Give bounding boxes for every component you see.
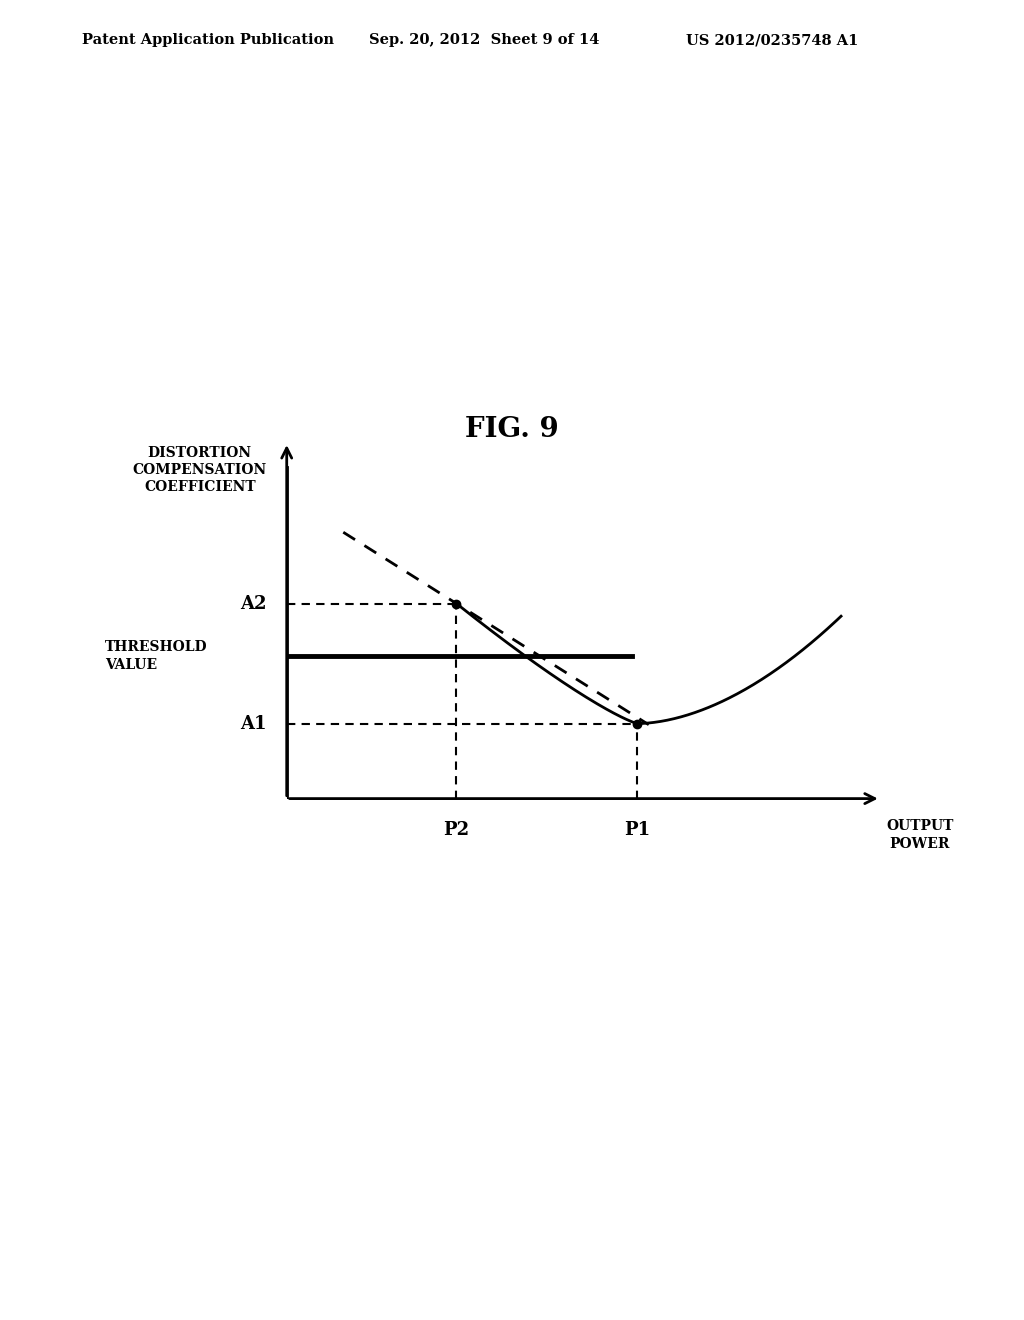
Text: P2: P2 — [443, 821, 469, 840]
Text: P1: P1 — [625, 821, 650, 840]
Text: Sep. 20, 2012  Sheet 9 of 14: Sep. 20, 2012 Sheet 9 of 14 — [369, 33, 599, 48]
Text: OUTPUT
POWER: OUTPUT POWER — [887, 820, 953, 850]
Text: FIG. 9: FIG. 9 — [465, 416, 559, 442]
Text: A1: A1 — [241, 714, 267, 733]
Text: A2: A2 — [241, 594, 267, 612]
Text: DISTORTION
COMPENSATION
COEFFICIENT: DISTORTION COMPENSATION COEFFICIENT — [133, 446, 267, 495]
Text: THRESHOLD
VALUE: THRESHOLD VALUE — [104, 640, 208, 672]
Text: Patent Application Publication: Patent Application Publication — [82, 33, 334, 48]
Text: US 2012/0235748 A1: US 2012/0235748 A1 — [686, 33, 858, 48]
